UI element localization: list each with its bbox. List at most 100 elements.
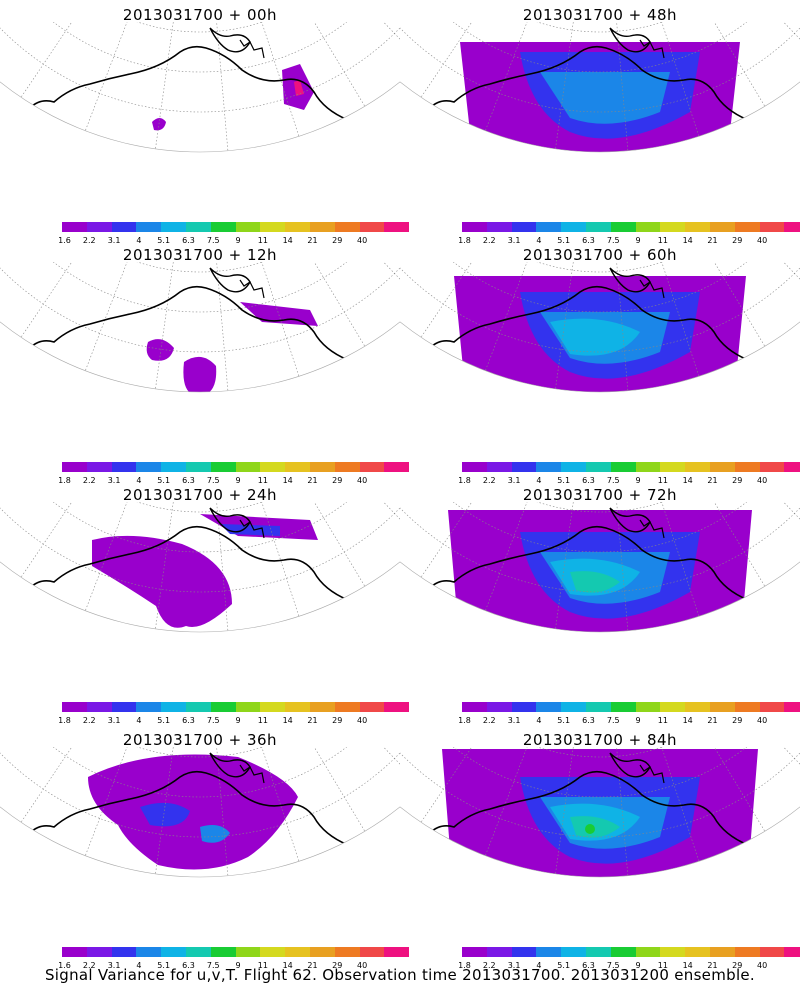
meridian-line: [0, 262, 142, 291]
colorbar-swatch: [334, 462, 360, 472]
colorbar-swatch: [709, 947, 735, 957]
parallel-line: [10, 22, 390, 73]
colorbar-swatch: [309, 462, 335, 472]
colorbar-tick-label: 21: [307, 236, 318, 245]
colorbar-tick-label: 4: [136, 961, 142, 970]
colorbar-tick-label: 2.2: [482, 716, 496, 725]
colorbar-tick-label: 21: [307, 716, 318, 725]
colorbar: [462, 222, 800, 234]
variance-field: [442, 749, 758, 878]
colorbar-swatch: [610, 947, 636, 957]
meridian-line: [485, 262, 572, 371]
meridian-line: [624, 262, 700, 377]
meridian-line: [224, 22, 300, 137]
colorbar-tick-label: 7.5: [206, 961, 220, 970]
colorbar-swatch: [62, 947, 87, 957]
parallel-line: [0, 22, 400, 113]
parallel-line: [42, 22, 358, 33]
colorbar-swatch: [759, 462, 785, 472]
colorbar-tick-label: 3.1: [107, 716, 121, 725]
colorbar-tick-label: 1.8: [58, 716, 71, 725]
colorbar: [62, 702, 410, 714]
colorbar-tick-label: 7.5: [606, 716, 620, 725]
meridian-line: [155, 22, 190, 149]
colorbar-swatch: [62, 702, 87, 712]
colorbar-tick-label: 4: [136, 236, 142, 245]
colorbar-swatch: [136, 462, 162, 472]
colorbar-tick-label: 21: [707, 961, 718, 970]
colorbar-tick-label: 4: [136, 716, 142, 725]
colorbar-swatch: [384, 222, 410, 232]
colorbar-tick-label: 5.1: [557, 716, 571, 725]
colorbar-tick-label: 21: [307, 476, 318, 485]
colorbar-tick-label: 5.1: [157, 716, 171, 725]
colorbar-swatch: [610, 702, 636, 712]
colorbar-swatch: [635, 222, 661, 232]
colorbar-tick-label: 14: [682, 476, 693, 485]
colorbar-tick-label: 40: [756, 961, 768, 970]
colorbar-tick-label: 9: [635, 961, 641, 970]
meridian-line: [606, 502, 629, 631]
colorbar: [462, 462, 800, 474]
meridian-line: [606, 747, 629, 876]
colorbar-swatch: [734, 222, 760, 232]
coastline: [239, 279, 265, 299]
colorbar-swatch: [161, 462, 186, 472]
colorbar-tick-label: 6.3: [582, 961, 595, 970]
colorbar-tick-label: 3.1: [507, 716, 521, 725]
coastline: [29, 45, 375, 151]
colorbar-tick-label: 11: [257, 961, 268, 970]
meridian-line: [155, 502, 190, 629]
colorbar-labels: 1.8 2.2 3.1 4 5.1 6.3 7.5 9 11 14 21 29 40: [58, 476, 409, 486]
colorbar-tick-label: 40: [756, 236, 768, 245]
colorbar-swatch: [585, 947, 611, 957]
variance-patch: [570, 816, 620, 838]
meridian-line: [255, 262, 400, 303]
meridian-line: [420, 502, 556, 578]
colorbar-swatch: [235, 462, 261, 472]
colorbar-swatch: [210, 462, 236, 472]
colorbar-tick-label: 21: [307, 961, 318, 970]
colorbar-swatch: [784, 222, 800, 232]
colorbar-swatch: [235, 222, 261, 232]
panel-title: 2013031700 + 36h: [122, 731, 278, 749]
colorbar-swatch: [136, 947, 162, 957]
colorbar-tick-label: 29: [732, 236, 743, 245]
meridian-line: [640, 747, 766, 832]
coastline: [639, 519, 665, 539]
forecast-panel: 2013031700 + 36h 1.6 2.2 3.1 4 5.1 6.3 7.5 9 11 14…: [0, 725, 410, 970]
polar-map: [0, 502, 400, 633]
meridian-line: [655, 502, 800, 543]
variance-patch: [140, 802, 190, 827]
variance-patch: [188, 154, 208, 174]
polar-map: [0, 262, 400, 393]
meridian-line: [155, 262, 190, 389]
meridian-line: [624, 747, 700, 862]
colorbar-swatch: [384, 702, 410, 712]
coastline: [639, 39, 665, 59]
colorbar: [62, 462, 410, 474]
colorbar-swatch: [111, 947, 137, 957]
colorbar-tick-label: 5.1: [157, 961, 171, 970]
colorbar-swatch: [561, 222, 586, 232]
meridian-line: [420, 22, 556, 98]
variance-patch: [146, 339, 174, 361]
variance-field: [448, 510, 752, 633]
colorbar-tick-label: 6.3: [582, 476, 595, 485]
colorbar-swatch: [536, 947, 562, 957]
meridian-line: [85, 747, 172, 856]
colorbar-swatch: [161, 222, 186, 232]
map-outline: [400, 561, 800, 633]
colorbar-tick-label: 4: [536, 236, 542, 245]
colorbar-swatch: [111, 462, 137, 472]
colorbar-swatch: [536, 222, 562, 232]
colorbar-tick-label: 1.8: [458, 476, 471, 485]
meridian-line: [624, 22, 700, 137]
colorbar-swatch: [734, 702, 760, 712]
meridian-line: [655, 262, 800, 303]
colorbar-swatch: [660, 947, 686, 957]
colorbar-labels: 1.8 2.2 3.1 4 5.1 6.3 7.5 9 11 14 21 29 40: [58, 716, 409, 726]
colorbar-swatch: [86, 222, 112, 232]
colorbar-tick-label: 4: [536, 961, 542, 970]
colorbar-swatch: [561, 702, 586, 712]
